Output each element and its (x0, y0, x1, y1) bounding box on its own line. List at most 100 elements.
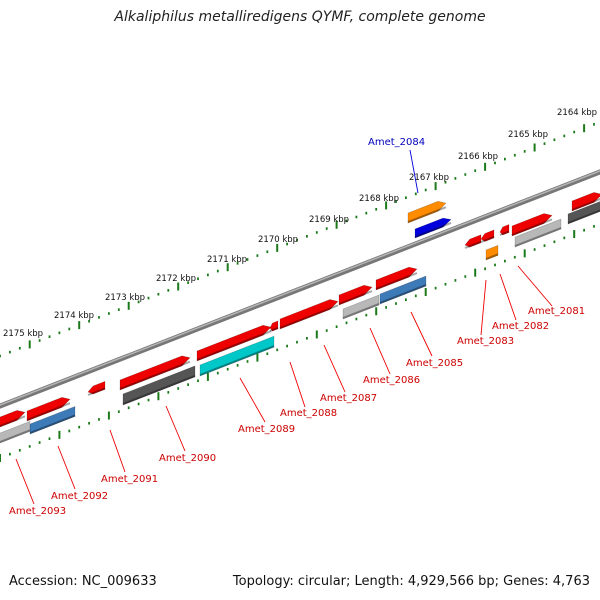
gene-labels: Amet_2081 Amet_2082 Amet_2083 Amet_2084 … (9, 137, 585, 517)
gene-arrow (567, 201, 600, 225)
gene-arrow (122, 365, 196, 406)
label-leader-line (15, 458, 35, 505)
scale-label: 2165 kbp (508, 130, 548, 140)
gene-arrow-shade (269, 326, 279, 332)
gene-arrow-shade (0, 429, 31, 444)
gene-label-amet-2089[interactable]: Amet_2089 (238, 424, 295, 435)
scale-labels: 2164 kbp 2165 kbp 2166 kbp 2167 kbp 2168… (3, 108, 597, 339)
gene-arrow (485, 244, 499, 261)
scale-label: 2171 kbp (207, 255, 247, 265)
gene-arrow (0, 410, 26, 428)
scale-label: 2175 kbp (3, 329, 43, 339)
outer-scale-ruler (0, 123, 595, 358)
gene-arrow-shade (407, 206, 447, 223)
label-leader-line (480, 279, 487, 336)
label-leader-line (109, 429, 126, 473)
gene-arrow (414, 217, 452, 239)
gene-arrow (514, 218, 562, 248)
gene-track (0, 192, 600, 444)
gene-arrow-shade (480, 235, 495, 243)
gene-arrow-shade (199, 345, 275, 376)
gene-arrow-shade (196, 330, 272, 361)
gene-arrow-shade (279, 304, 339, 329)
gene-arrow (379, 275, 427, 305)
scale-label: 2170 kbp (258, 235, 298, 245)
gene-label-amet-2087[interactable]: Amet_2087 (320, 393, 377, 404)
gene-arrow (119, 355, 191, 391)
gene-arrow-shade (464, 240, 482, 249)
gene-arrow (375, 266, 418, 291)
map-title: Alkaliphilus metalliredigens QYMF, compl… (114, 9, 486, 25)
gene-arrow-shade (26, 402, 71, 421)
gene-arrow-shade (414, 222, 452, 238)
gene-arrow (571, 192, 600, 212)
scale-label: 2166 kbp (458, 152, 498, 162)
topology-summary: Topology: circular; Length: 4,929,566 bp… (232, 574, 590, 589)
gene-arrow (511, 213, 553, 237)
gene-arrow (338, 284, 373, 306)
gene-label-amet-2082[interactable]: Amet_2082 (492, 321, 549, 332)
gene-label-amet-2081[interactable]: Amet_2081 (528, 306, 585, 317)
scale-label: 2164 kbp (557, 108, 597, 118)
gene-label-amet-2091[interactable]: Amet_2091 (101, 474, 158, 485)
scale-label: 2174 kbp (54, 311, 94, 321)
label-leader-line (289, 361, 306, 408)
scale-label: 2168 kbp (359, 194, 399, 204)
gene-arrow (26, 397, 71, 422)
gene-arrow (480, 229, 495, 242)
gene-arrow (196, 324, 272, 362)
gene-arrow-shade (514, 227, 562, 247)
gene-label-amet-2086[interactable]: Amet_2086 (363, 375, 420, 386)
label-leader-line (369, 327, 391, 375)
gene-label-amet-2088[interactable]: Amet_2088 (280, 408, 337, 419)
gene-arrow-shade (571, 198, 600, 211)
gene-arrow (407, 200, 447, 224)
genome-backbone (0, 169, 600, 409)
scale-label: 2167 kbp (409, 173, 449, 183)
gene-arrow-shade (375, 272, 418, 290)
gene-label-amet-2083[interactable]: Amet_2083 (457, 336, 514, 347)
scale-label: 2173 kbp (105, 293, 145, 303)
gene-arrow-shade (338, 290, 373, 305)
gene-arrow (199, 335, 275, 377)
label-leader-line (409, 149, 419, 194)
gene-arrow-shade (87, 387, 106, 396)
gene-arrow (269, 320, 279, 332)
gene-arrow-shade (29, 414, 76, 434)
scale-label: 2169 kbp (309, 215, 349, 225)
gene-arrow-shade (342, 303, 380, 319)
gene-arrow (342, 294, 380, 320)
gene-label-amet-2093[interactable]: Amet_2093 (9, 506, 66, 517)
gene-arrow-shade (119, 360, 191, 390)
label-leader-line (165, 405, 186, 452)
genome-backbone-highlight (0, 170, 600, 406)
gene-label-amet-2085[interactable]: Amet_2085 (406, 358, 463, 369)
gene-arrow (499, 224, 510, 236)
label-leader-line (57, 445, 76, 490)
gene-arrow-shade (485, 253, 499, 260)
gene-arrow-shade (0, 415, 26, 428)
label-leader-line (517, 265, 553, 307)
label-leader-line (239, 377, 266, 423)
gene-arrow (0, 420, 31, 444)
label-leaders (15, 149, 553, 505)
gene-arrow (279, 299, 339, 330)
label-leader-line (410, 311, 433, 357)
label-leader-line (323, 344, 346, 393)
label-leader-line (499, 273, 517, 321)
inner-scale-ruler (0, 225, 595, 462)
gene-arrow-shade (567, 209, 600, 224)
gene-arrow-shade (379, 284, 427, 304)
gene-label-amet-2084[interactable]: Amet_2084 (368, 137, 425, 148)
gene-arrow (464, 234, 482, 248)
gene-label-amet-2092[interactable]: Amet_2092 (51, 491, 108, 502)
accession-text: Accession: NC_009633 (9, 574, 157, 589)
gene-arrow-shade (122, 374, 196, 405)
gene-arrow-shade (511, 218, 553, 236)
scale-label: 2172 kbp (156, 274, 196, 284)
gene-arrow (87, 380, 106, 395)
gene-label-amet-2090[interactable]: Amet_2090 (159, 453, 216, 464)
gene-arrow-shade (499, 230, 510, 236)
